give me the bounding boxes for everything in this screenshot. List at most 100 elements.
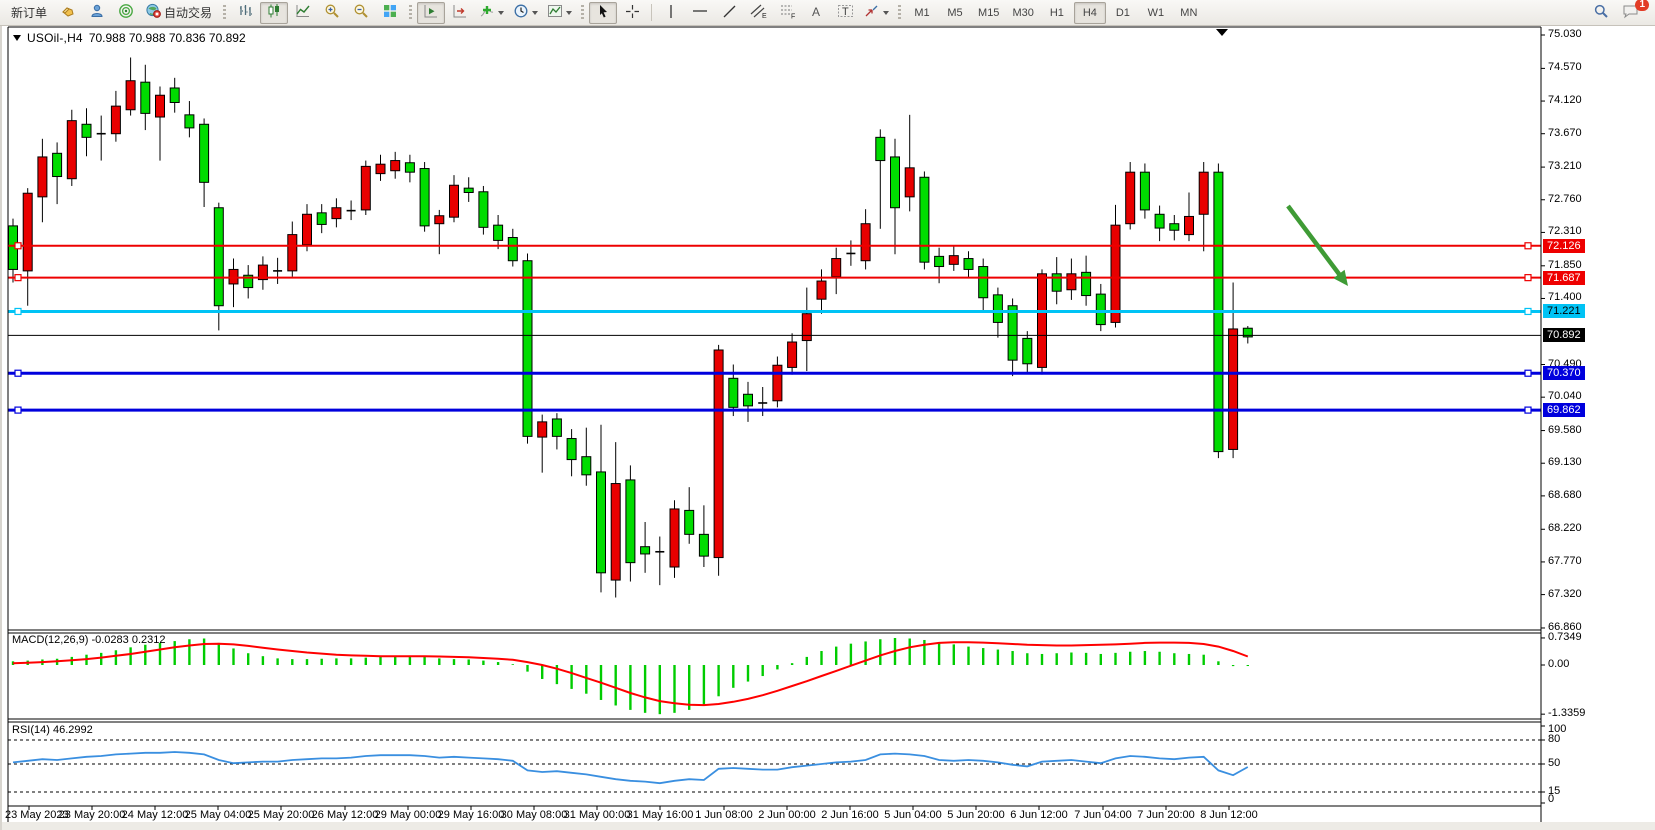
rsi-tick-label: 0 <box>1548 793 1555 805</box>
line-chart-icon <box>295 3 311 22</box>
toolbar-grip <box>898 4 902 21</box>
auto-scroll-button[interactable] <box>417 1 446 24</box>
community-button[interactable] <box>83 2 111 24</box>
timeframe-mn-button[interactable]: MN <box>1180 6 1198 19</box>
fibonacci-button[interactable]: F <box>773 2 801 24</box>
price-tick-label: 67.770 <box>1548 554 1582 567</box>
toolbar-grip <box>409 4 413 21</box>
price-tick-label: 70.040 <box>1548 390 1582 403</box>
channel-button[interactable]: E <box>744 2 772 24</box>
zoom-out-icon <box>353 3 369 22</box>
trendline-button[interactable] <box>715 2 743 24</box>
vertical-line-icon <box>665 4 677 22</box>
collapse-triangle-icon[interactable] <box>13 35 21 41</box>
date-tick-label: 31 May 16:00 <box>626 809 694 821</box>
price-tick-label: 74.570 <box>1548 61 1582 74</box>
indicators-button[interactable] <box>475 2 508 24</box>
gold-block-icon <box>60 3 76 22</box>
dropdown-arrow-icon <box>498 10 505 15</box>
chart-shift-button[interactable] <box>446 2 474 24</box>
rsi-tick-label: 50 <box>1548 757 1561 769</box>
candlestick-chart-button[interactable] <box>260 1 289 24</box>
dropdown-arrow-icon <box>566 10 573 15</box>
ohlc-values: 70.988 70.988 70.836 70.892 <box>88 31 246 45</box>
new-order-button[interactable]: 新订单 <box>5 2 53 24</box>
auto-trading-button[interactable]: 自动交易 <box>141 2 218 24</box>
clock-icon <box>513 3 529 22</box>
promo-button[interactable] <box>54 2 82 24</box>
macd-tick-label: -1.3359 <box>1548 707 1586 720</box>
svg-text:T: T <box>842 6 849 18</box>
price-tag-72.126: 72.126 <box>1543 238 1585 253</box>
bars-chart-icon <box>237 3 253 22</box>
search-button[interactable] <box>1587 2 1615 24</box>
date-tick-label: 5 Jun 04:00 <box>884 809 942 821</box>
signals-button[interactable] <box>112 2 140 24</box>
periods-button[interactable] <box>509 2 542 24</box>
notification-badge: 1 <box>1635 0 1649 11</box>
timeframe-m30-button[interactable]: M30 <box>1012 6 1034 19</box>
chat-button[interactable]: 1 <box>1616 0 1649 24</box>
price-tick-label: 66.860 <box>1548 620 1582 633</box>
timeframe-m1-button[interactable]: M1 <box>914 6 930 19</box>
date-tick-label: 25 May 04:00 <box>184 809 252 821</box>
new-order-label: 新订单 <box>11 6 48 20</box>
price-tick-label: 67.320 <box>1548 587 1582 600</box>
timeframe-h1-button[interactable]: H1 <box>1049 6 1064 19</box>
chart-title: USOil-,H4 70.988 70.988 70.836 70.892 <box>13 31 246 45</box>
window-bottom-strip <box>0 822 1655 830</box>
horizontal-line-button[interactable] <box>686 2 714 24</box>
shapes-button[interactable] <box>860 2 893 24</box>
price-tick-label: 69.130 <box>1548 456 1582 469</box>
label-button[interactable]: T <box>831 2 859 24</box>
price-tick-label: 68.680 <box>1548 488 1582 501</box>
toolbar-grip <box>223 4 227 21</box>
timeframe-d1-button[interactable]: D1 <box>1115 6 1130 19</box>
zoom-out-button[interactable] <box>347 2 375 24</box>
timeframe-h4-button[interactable]: H4 <box>1073 1 1106 24</box>
window-left-edge <box>0 26 2 830</box>
timeframe-m5-button[interactable]: M5 <box>947 6 963 19</box>
price-tag-71.687: 71.687 <box>1543 270 1585 285</box>
rsi-label: RSI(14) 46.2992 <box>12 724 93 736</box>
date-tick-label: 8 Jun 12:00 <box>1200 809 1258 821</box>
svg-text:A: A <box>812 5 820 19</box>
crosshair-button[interactable] <box>618 2 646 24</box>
text-button[interactable]: A <box>802 2 830 24</box>
arrows-shapes-icon <box>864 4 880 22</box>
date-tick-label: 26 May 12:00 <box>311 809 379 821</box>
auto-scroll-icon <box>423 3 439 22</box>
cursor-icon <box>596 4 610 22</box>
templates-button[interactable] <box>543 2 576 24</box>
tile-windows-button[interactable] <box>376 2 404 24</box>
date-tick-label: 7 Jun 20:00 <box>1137 809 1195 821</box>
trendline-icon <box>722 4 737 22</box>
date-tick-label: 30 May 08:00 <box>500 809 568 821</box>
vertical-line-button[interactable] <box>657 2 685 24</box>
timeframe-w1-button[interactable]: W1 <box>1147 6 1165 19</box>
cursor-button[interactable] <box>589 1 618 24</box>
timeframe-m15-button[interactable]: M15 <box>978 6 1000 19</box>
globe-stop-icon <box>145 3 162 22</box>
bars-chart-button[interactable] <box>231 2 259 24</box>
line-chart-button[interactable] <box>289 2 317 24</box>
price-tag-70.370: 70.370 <box>1543 366 1585 381</box>
price-tick-label: 73.670 <box>1548 126 1582 139</box>
date-tick-label: 24 May 12:00 <box>121 809 189 821</box>
broadcast-icon <box>118 3 134 22</box>
rsi-tick-label: 100 <box>1548 723 1567 735</box>
price-tick-label: 72.760 <box>1548 192 1582 205</box>
crosshair-icon <box>625 4 640 22</box>
zoom-in-button[interactable] <box>318 2 346 24</box>
fibonacci-icon: F <box>779 3 796 22</box>
rsi-tick-label: 15 <box>1548 785 1561 797</box>
date-tick-label: 2 Jun 00:00 <box>758 809 816 821</box>
channel-icon: E <box>750 3 767 22</box>
price-tick-label: 72.310 <box>1548 225 1582 238</box>
price-tick-label: 68.220 <box>1548 522 1582 535</box>
toolbar-separator <box>651 4 653 21</box>
price-tick-label: 75.030 <box>1548 28 1582 40</box>
price-tick-label: 69.580 <box>1548 423 1582 436</box>
price-tag-70.892: 70.892 <box>1543 328 1585 343</box>
